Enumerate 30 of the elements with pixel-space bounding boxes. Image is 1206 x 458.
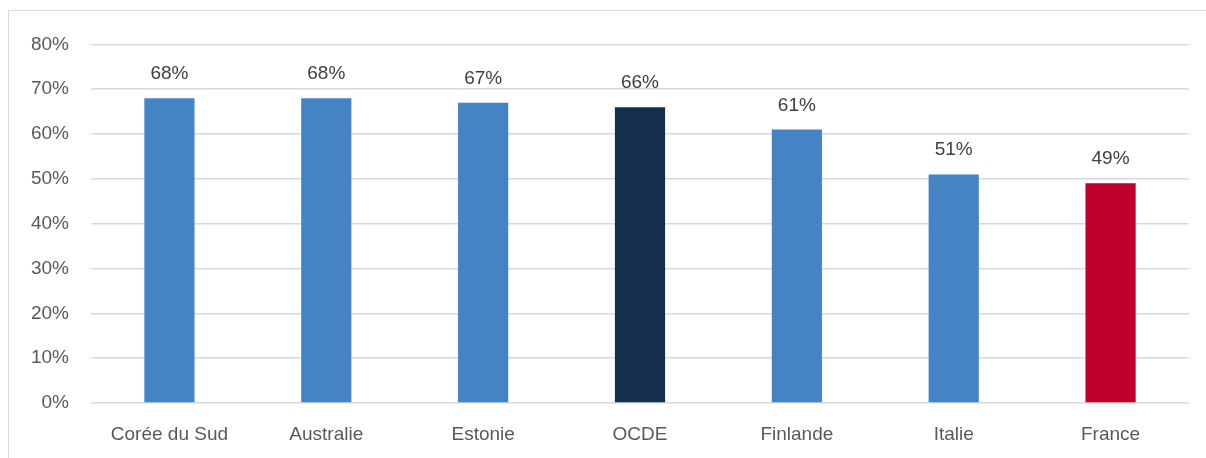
data-label: 49% <box>1091 147 1130 169</box>
y-tick-label: 50% <box>30 167 70 189</box>
data-label: 67% <box>464 66 503 88</box>
x-tick-label: Corée du Sud <box>110 422 229 444</box>
bar <box>301 98 352 403</box>
data-label: 68% <box>307 62 346 84</box>
x-tick-label: Australie <box>289 422 364 444</box>
x-tick-label: Finlande <box>760 422 834 444</box>
y-tick-label: 70% <box>30 77 70 99</box>
bar <box>144 98 195 403</box>
x-tick-label: OCDE <box>612 422 668 444</box>
bar <box>1085 183 1136 403</box>
y-tick-label: 0% <box>41 391 70 413</box>
bar <box>458 102 509 403</box>
y-tick-label: 80% <box>30 32 70 54</box>
data-label: 68% <box>150 62 189 84</box>
bar <box>614 107 666 403</box>
bar <box>771 129 822 403</box>
x-tick-label: Italie <box>933 422 974 444</box>
data-label: 66% <box>620 71 660 93</box>
x-tick-label: Estonie <box>451 422 515 444</box>
x-tick-label: France <box>1081 422 1141 444</box>
y-tick-label: 60% <box>30 122 70 144</box>
bar <box>928 174 979 403</box>
y-tick-label: 10% <box>30 346 70 368</box>
data-label: 61% <box>777 93 816 115</box>
data-label: 51% <box>934 138 973 160</box>
y-tick-label: 40% <box>30 211 70 233</box>
y-tick-label: 20% <box>30 301 70 323</box>
y-tick-label: 30% <box>30 256 70 278</box>
